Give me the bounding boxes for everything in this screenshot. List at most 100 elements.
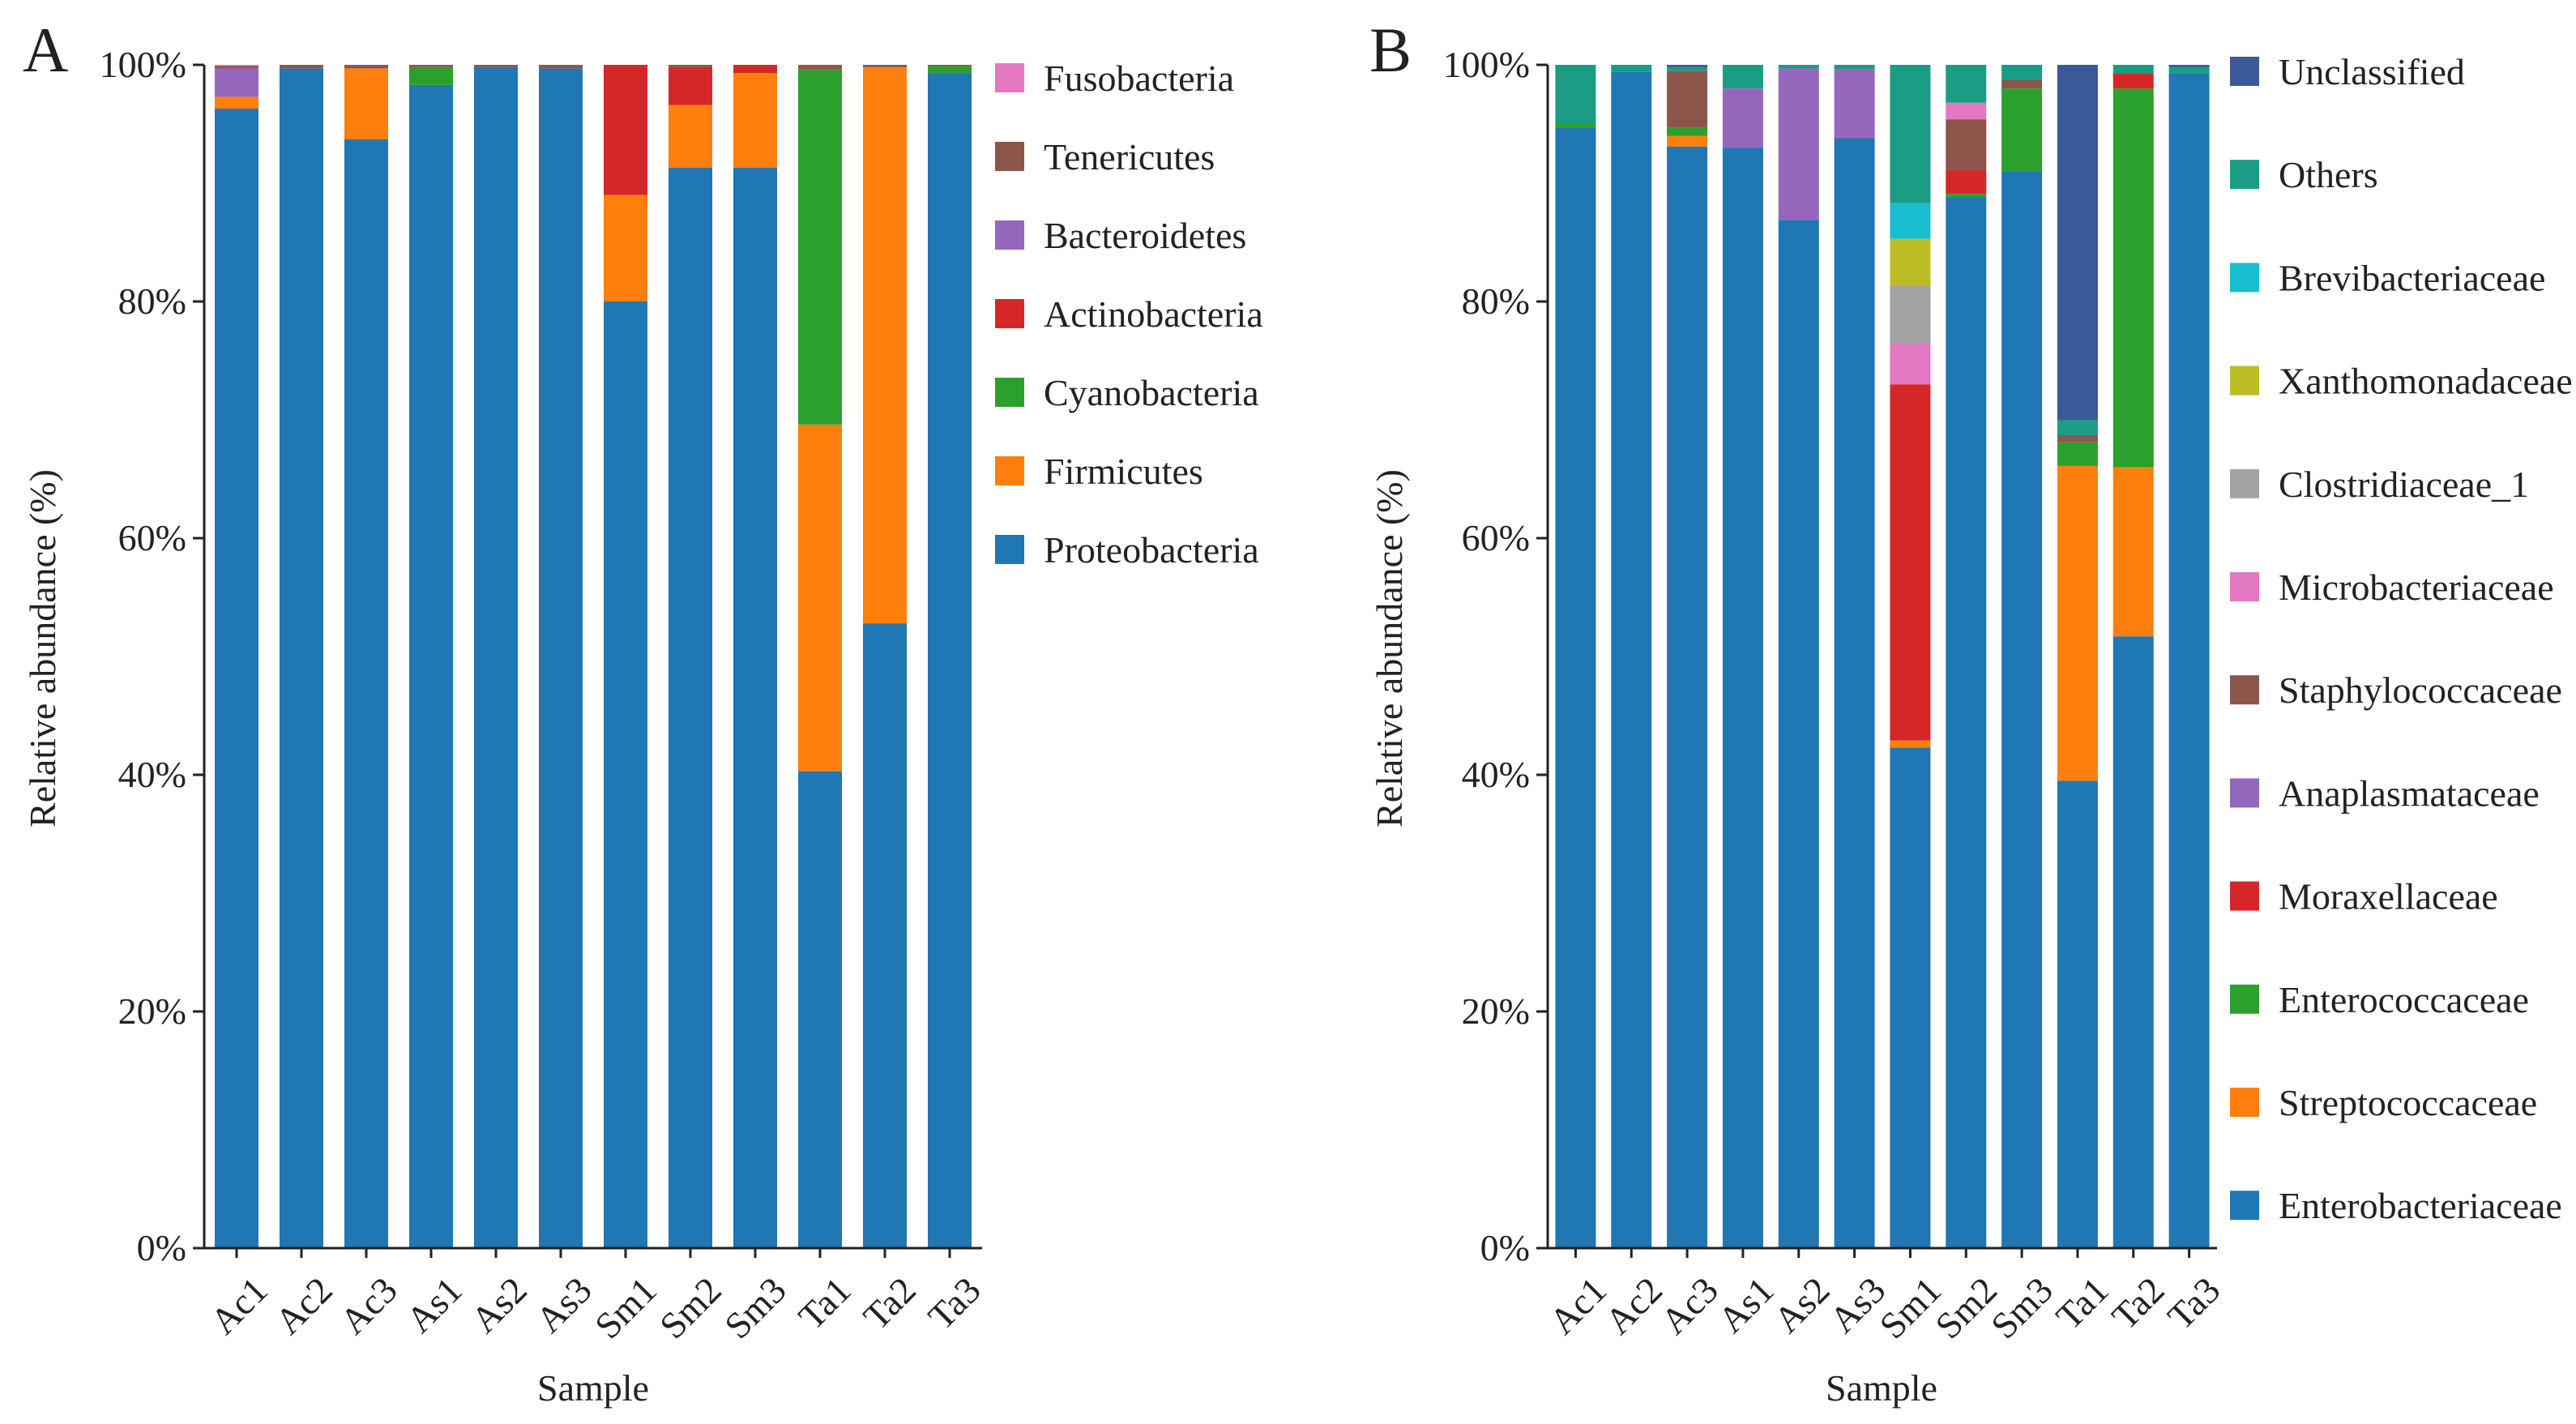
panel-a-bar-as3-proteobacteria	[539, 68, 583, 1248]
panel-b-bar-sm2-enterococcaceae	[1946, 194, 1987, 198]
panel-b-letter: B	[1369, 15, 1412, 85]
panel-b-y-tick-label: 20%	[1462, 990, 1530, 1032]
panel-a-y-tick-label: 0%	[137, 1227, 186, 1268]
panel-b-legend-swatch-microbacteriaceae	[2230, 572, 2259, 601]
panel-b-bar-ta1-enterobacteriaceae	[2057, 780, 2098, 1248]
panel-b-bar-ta2-moraxellaceae	[2112, 73, 2154, 89]
panel-b-x-tick-label-as2: As2	[1766, 1269, 1837, 1341]
panel-b-bar-as1-others	[1722, 65, 1763, 89]
panel-b-legend-swatch-enterococcaceae	[2230, 984, 2259, 1014]
panel-a-bar-sm2-proteobacteria	[669, 168, 712, 1248]
panel-b-bar-sm2-microbacteriaceae	[1946, 102, 1987, 120]
panel-a-bar-sm2-actinobacteria	[669, 66, 712, 105]
panel-b-y-tick-label: 0%	[1480, 1227, 1530, 1268]
panel-b-legend-swatch-staphylococcaceae	[2230, 675, 2259, 705]
panel-b-legend-label-microbacteriaceae: Microbacteriaceae	[2279, 567, 2554, 608]
panel-b-legend-swatch-clostridiaceae-1	[2230, 468, 2259, 498]
panel-b-bar-sm1-xanthomonadaceae	[1890, 238, 1931, 287]
panel-a-bar-sm2-tenericutes	[669, 65, 712, 67]
panel-a-x-tick-label-ac2: Ac2	[267, 1269, 340, 1342]
panel-a-bars	[215, 65, 972, 1249]
panel-a: A Relative abundance (%) Sample 0% 20% 40%…	[22, 15, 1263, 1409]
panel-a-y-axis-title: Relative abundance (%)	[22, 469, 63, 827]
panel-b-bar-ta2-enterobacteriaceae	[2112, 636, 2154, 1248]
panel-b-x-tick-label-ta2: Ta2	[2104, 1269, 2172, 1337]
panel-a-legend-swatch-tenericutes	[995, 142, 1024, 171]
panel-b-y-tick-label: 100%	[1443, 44, 1530, 85]
panel-b-legend-label-anaplasmataceae: Anaplasmataceae	[2279, 772, 2540, 814]
panel-b-legend-label-moraxellaceae: Moraxellaceae	[2279, 876, 2498, 917]
panel-a-bar-ta1-firmicutes	[798, 424, 842, 772]
panel-a-y-tick-label: 20%	[118, 990, 186, 1032]
panel-a-bar-sm1-proteobacteria	[604, 301, 647, 1248]
panel-b-legend-label-others: Others	[2279, 154, 2378, 195]
panel-b-x-tick-label-as3: As3	[1822, 1269, 1893, 1341]
panel-a-y-tick-label: 60%	[118, 517, 186, 558]
panel-b-legend-swatch-moraxellaceae	[2230, 881, 2259, 911]
panel-b-bar-ac3-unclassified	[1667, 65, 1708, 67]
panel-a-axes	[203, 65, 982, 1258]
panel-a-legend-label-tenericutes: Tenericutes	[1044, 136, 1215, 177]
panel-a-legend-label-actinobacteria: Actinobacteria	[1044, 293, 1263, 335]
panel-b-y-tick-label: 60%	[1462, 517, 1530, 558]
panel-a-bar-ac1-tenericutes	[215, 66, 258, 69]
panel-a-legend-label-cyanobacteria: Cyanobacteria	[1044, 372, 1259, 413]
panel-a-bar-ac3-tenericutes	[344, 65, 388, 69]
panel-b-bar-sm1-brevibacteriaceae	[1890, 203, 1931, 239]
panel-b-legend-label-enterococcaceae: Enterococcaceae	[2279, 979, 2529, 1020]
panel-b-y-axis-title: Relative abundance (%)	[1369, 469, 1410, 827]
panel-a-bar-ac1-bacteroidetes	[215, 68, 258, 97]
panel-b-legend-label-brevibacteriaceae: Brevibacteriaceae	[2279, 257, 2545, 298]
panel-b-legend-swatch-enterobacteriaceae	[2230, 1191, 2259, 1221]
panel-a-legend-label-firmicutes: Firmicutes	[1044, 451, 1203, 492]
panel-b-y-ticks: 0% 20% 40% 60% 80% 100%	[1443, 44, 1548, 1268]
panel-b-bar-ac3-enterococcaceae	[1667, 127, 1708, 136]
panel-b-bar-sm2-staphylococcaceae	[1946, 119, 1987, 170]
panel-a-legend-swatch-cyanobacteria	[995, 378, 1024, 407]
panel-a-x-tick-label-as1: As1	[398, 1269, 469, 1341]
panel-b-bar-sm1-streptococcaceae	[1890, 740, 1931, 748]
panel-b-bar-sm2-others	[1946, 65, 1987, 103]
panel-b-y-tick-label: 40%	[1462, 754, 1530, 795]
panel-b-y-tick-label: 80%	[1462, 280, 1530, 322]
panel-a-bar-sm1-firmicutes	[604, 195, 647, 301]
panel-a-bar-ta2-proteobacteria	[863, 623, 907, 1248]
panel-a-legend-swatch-firmicutes	[995, 456, 1024, 485]
panel-b-bar-ac1-others	[1555, 65, 1596, 124]
panel-a-bar-ac1-firmicutes	[215, 96, 258, 109]
panel-a-x-tick-label-ta1: Ta1	[790, 1269, 858, 1337]
panel-b-bar-ac3-enterobacteriaceae	[1667, 146, 1708, 1249]
panel-b-bar-sm1-others	[1890, 65, 1931, 203]
panel-a-legend: Fusobacteria Tenericutes Bacteroidetes Acti…	[995, 58, 1263, 571]
panel-b-bar-as3-enterobacteriaceae	[1834, 138, 1875, 1248]
panel-b-bar-sm1-clostridiaceae-1	[1890, 286, 1931, 344]
panel-b-bar-sm3-enterococcaceae	[2001, 88, 2043, 172]
panel-b-bar-ta1-staphylococcaceae	[2057, 434, 2098, 443]
panel-a-legend-swatch-proteobacteria	[995, 535, 1024, 564]
panel-a-bar-sm2-firmicutes	[669, 105, 712, 169]
panel-b-bar-ac1-enterococcaceae	[1555, 124, 1596, 128]
panel-b-legend-swatch-anaplasmataceae	[2230, 778, 2259, 808]
panel-b-x-tick-label-ta3: Ta3	[2159, 1269, 2228, 1337]
panel-b-bar-sm1-microbacteriaceae	[1890, 344, 1931, 385]
panel-b-bar-ta1-unclassified	[2057, 65, 2098, 420]
panel-b-bar-ac2-enterobacteriaceae	[1611, 71, 1652, 1248]
panel-a-x-tick-label-sm3: Sm3	[716, 1269, 794, 1347]
panel-a-bar-as3-tenericutes	[539, 65, 583, 69]
panel-a-bar-ac1-proteobacteria	[215, 109, 258, 1248]
panel-b-bar-as2-others	[1778, 65, 1819, 69]
panel-a-x-tick-label-ta2: Ta2	[855, 1269, 923, 1337]
panel-a-bar-ac1-fusobacteria	[215, 65, 258, 66]
panel-a-bar-as2-proteobacteria	[474, 66, 518, 1248]
panel-a-bar-as1-proteobacteria	[409, 84, 453, 1249]
panel-b-bar-as3-anaplasmataceae	[1834, 69, 1875, 139]
panel-b-bar-ac3-streptococcaceae	[1667, 135, 1708, 147]
panel-b-legend: Unclassified Others Brevibacteriaceae Xanth…	[2230, 51, 2573, 1226]
panel-b-bar-as2-anaplasmataceae	[1778, 68, 1819, 220]
panel-b-axes	[1546, 65, 2217, 1258]
panel-b-bar-ac2-others	[1611, 65, 1652, 72]
panel-a-bar-ta1-proteobacteria	[798, 771, 842, 1248]
panel-a-bar-ta1-cyanobacteria	[798, 69, 842, 425]
